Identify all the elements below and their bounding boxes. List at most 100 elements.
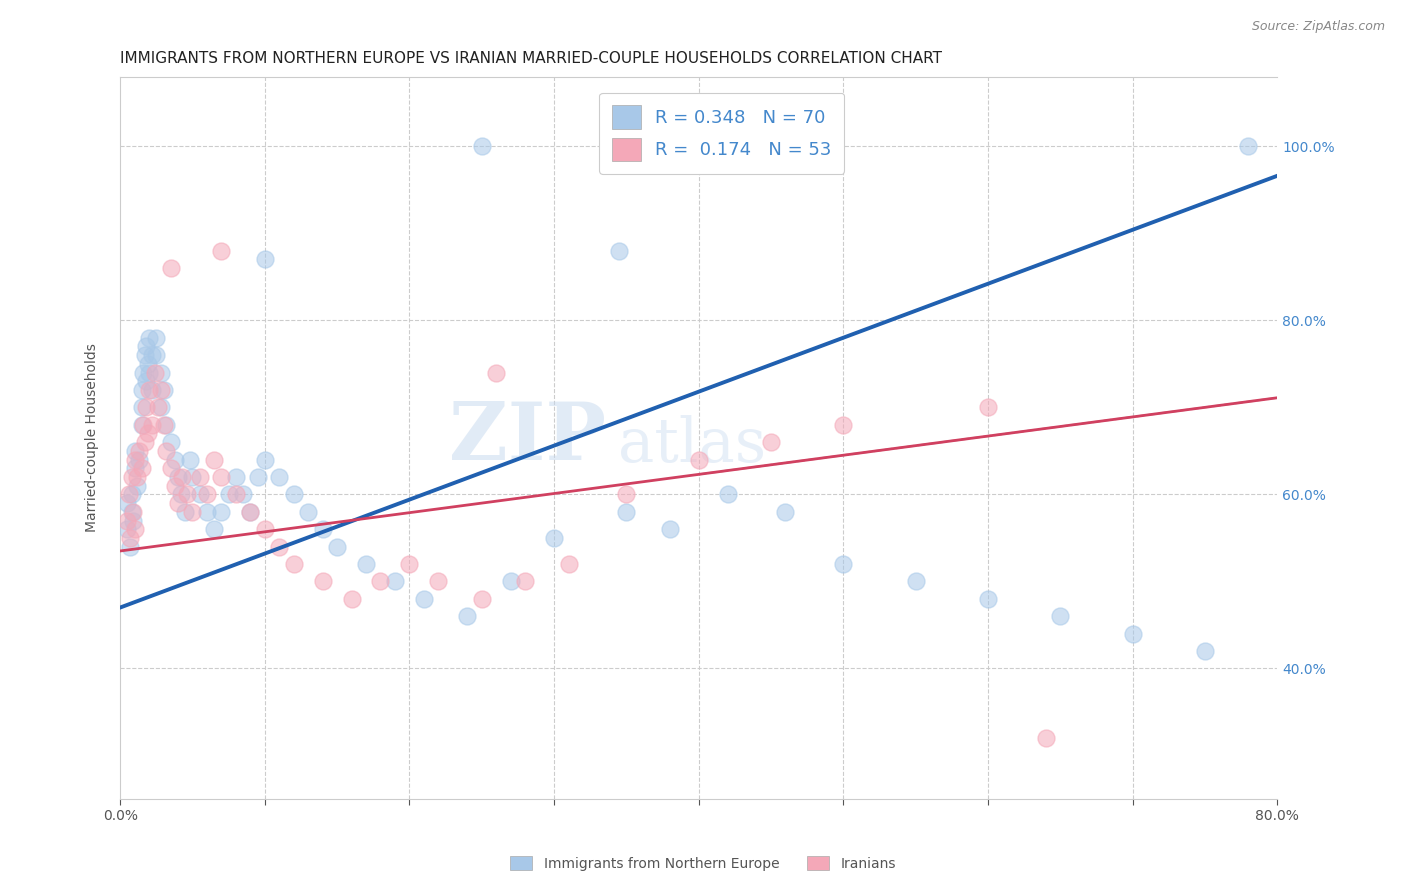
Text: ZIP: ZIP (449, 399, 606, 477)
Point (138, 331, 160, 345)
Point (225, 470, 247, 484)
Point (253, 452, 276, 467)
Point (179, 452, 201, 467)
Point (607, 244, 630, 258)
Point (132, 417, 155, 432)
Point (471, 591, 494, 606)
Point (152, 383, 174, 397)
Text: IMMIGRANTS FROM NORTHERN EUROPE VS IRANIAN MARRIED-COUPLE HOUSEHOLDS CORRELATION: IMMIGRANTS FROM NORTHERN EUROPE VS IRANI… (120, 51, 942, 66)
Point (122, 514, 145, 528)
Point (138, 383, 160, 397)
Point (326, 540, 349, 554)
Point (246, 470, 269, 484)
Point (141, 348, 163, 362)
Point (253, 522, 276, 536)
Point (167, 496, 190, 510)
Point (717, 487, 740, 501)
Legend: Immigrants from Northern Europe, Iranians: Immigrants from Northern Europe, Iranian… (505, 850, 901, 876)
Text: atlas: atlas (617, 415, 766, 475)
Point (127, 478, 149, 492)
Point (117, 514, 139, 528)
Point (1194, 644, 1216, 658)
Point (832, 557, 855, 571)
Point (134, 435, 156, 450)
Point (977, 591, 1000, 606)
Point (1237, 139, 1260, 153)
Point (124, 452, 146, 467)
Point (195, 487, 218, 501)
Point (152, 417, 174, 432)
Point (134, 348, 156, 362)
Point (181, 505, 204, 519)
Point (135, 401, 157, 415)
Point (688, 452, 710, 467)
Point (977, 401, 1000, 415)
Point (311, 574, 333, 589)
Point (370, 574, 392, 589)
Point (135, 339, 157, 353)
Point (297, 505, 319, 519)
Point (269, 540, 291, 554)
Point (354, 557, 377, 571)
Point (167, 470, 190, 484)
Point (132, 366, 155, 380)
Point (239, 505, 262, 519)
Point (188, 470, 211, 484)
Point (499, 574, 522, 589)
Point (1122, 626, 1144, 640)
Point (136, 357, 159, 371)
Point (218, 487, 240, 501)
Point (209, 470, 232, 484)
Point (122, 505, 145, 519)
Point (1049, 609, 1071, 624)
Point (202, 522, 225, 536)
Point (269, 470, 291, 484)
Point (1035, 731, 1057, 746)
Point (174, 505, 197, 519)
Point (155, 417, 177, 432)
Point (121, 470, 143, 484)
Point (170, 487, 193, 501)
Point (209, 244, 232, 258)
Point (471, 139, 494, 153)
Point (117, 496, 139, 510)
Point (456, 609, 478, 624)
Point (138, 366, 160, 380)
Point (131, 401, 153, 415)
Point (128, 452, 150, 467)
Point (283, 487, 305, 501)
Point (172, 470, 194, 484)
Point (775, 505, 797, 519)
Point (225, 487, 247, 501)
Point (120, 531, 142, 545)
Point (904, 574, 927, 589)
Legend: R = 0.348   N = 70, R =  0.174   N = 53: R = 0.348 N = 70, R = 0.174 N = 53 (599, 93, 845, 174)
Text: Source: ZipAtlas.com: Source: ZipAtlas.com (1251, 20, 1385, 33)
Point (149, 366, 172, 380)
Point (832, 417, 855, 432)
Point (412, 591, 434, 606)
Point (485, 366, 508, 380)
Point (117, 522, 139, 536)
Point (124, 443, 146, 458)
Point (131, 383, 153, 397)
Point (176, 487, 198, 501)
Point (127, 470, 149, 484)
Point (239, 505, 262, 519)
Point (195, 505, 218, 519)
Point (146, 401, 169, 415)
Point (159, 461, 181, 475)
Point (145, 331, 167, 345)
Point (124, 522, 146, 536)
Point (202, 452, 225, 467)
Point (143, 366, 166, 380)
Point (149, 401, 172, 415)
Point (340, 591, 363, 606)
Point (384, 574, 406, 589)
Point (232, 487, 254, 501)
Point (136, 426, 159, 441)
Point (616, 487, 638, 501)
Point (616, 505, 638, 519)
Point (135, 374, 157, 388)
Point (427, 574, 450, 589)
